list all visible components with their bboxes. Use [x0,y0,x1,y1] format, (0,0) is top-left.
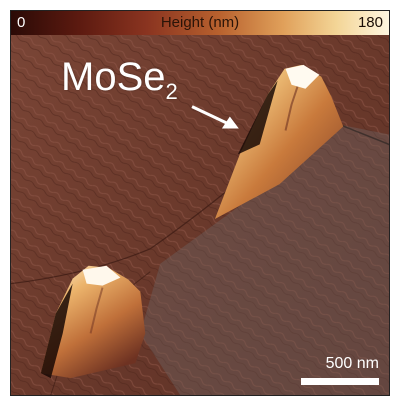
colorbar-max-label: 180 [357,14,383,31]
afm-height-map [11,35,389,395]
afm-figure: 0 Height (nm) 180 [10,10,390,396]
scalebar-label: 500 nm [325,355,379,372]
mose2-label-subscript: 2 [165,79,178,104]
colorbar-min-label: 0 [17,14,26,31]
scalebar-line [301,378,379,385]
mose2-label-main: MoSe [61,55,166,99]
height-colorbar: 0 Height (nm) 180 [11,11,389,35]
mose2-label: MoSe2 [61,55,178,114]
colorbar-title: Height (nm) [160,14,240,31]
